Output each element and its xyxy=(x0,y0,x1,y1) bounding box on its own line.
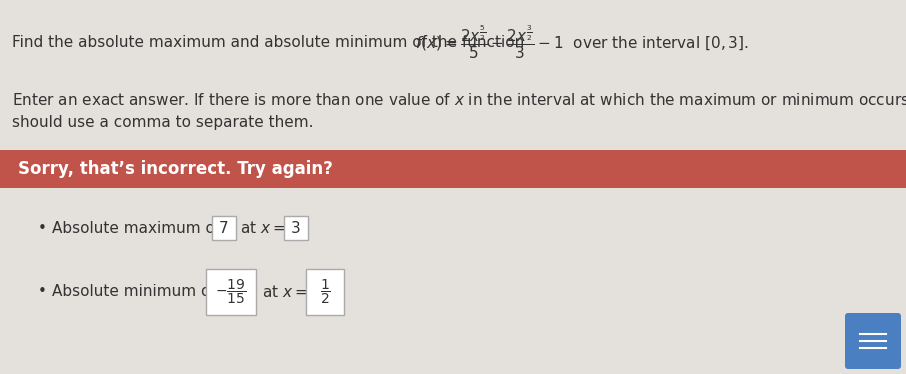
Text: at $x =$: at $x =$ xyxy=(240,220,285,236)
FancyBboxPatch shape xyxy=(212,216,236,240)
Text: 7: 7 xyxy=(219,221,229,236)
FancyBboxPatch shape xyxy=(306,269,344,315)
FancyBboxPatch shape xyxy=(284,216,308,240)
Text: $-\dfrac{19}{15}$: $-\dfrac{19}{15}$ xyxy=(216,278,246,306)
Text: $f(x) = \dfrac{2x^{\frac{5}{2}}}{5} - \dfrac{2x^{\frac{3}{2}}}{3} - 1$  over the: $f(x) = \dfrac{2x^{\frac{5}{2}}}{5} - \d… xyxy=(415,23,748,61)
FancyBboxPatch shape xyxy=(206,269,256,315)
Text: •: • xyxy=(38,285,47,300)
Text: Absolute maximum of: Absolute maximum of xyxy=(52,221,220,236)
Text: $\dfrac{1}{2}$: $\dfrac{1}{2}$ xyxy=(320,278,331,306)
Text: Enter an exact answer. If there is more than one value of $x$ in the interval at: Enter an exact answer. If there is more … xyxy=(12,91,906,110)
Text: at $x =$: at $x =$ xyxy=(262,284,307,300)
FancyBboxPatch shape xyxy=(845,313,901,369)
Text: Sorry, that’s incorrect. Try again?: Sorry, that’s incorrect. Try again? xyxy=(18,160,333,178)
Text: Find the absolute maximum and absolute minimum of the function: Find the absolute maximum and absolute m… xyxy=(12,34,529,49)
Bar xyxy=(0,150,906,188)
Text: should use a comma to separate them.: should use a comma to separate them. xyxy=(12,114,313,129)
Text: Absolute minimum of: Absolute minimum of xyxy=(52,285,216,300)
Text: 3: 3 xyxy=(291,221,301,236)
Text: •: • xyxy=(38,221,47,236)
